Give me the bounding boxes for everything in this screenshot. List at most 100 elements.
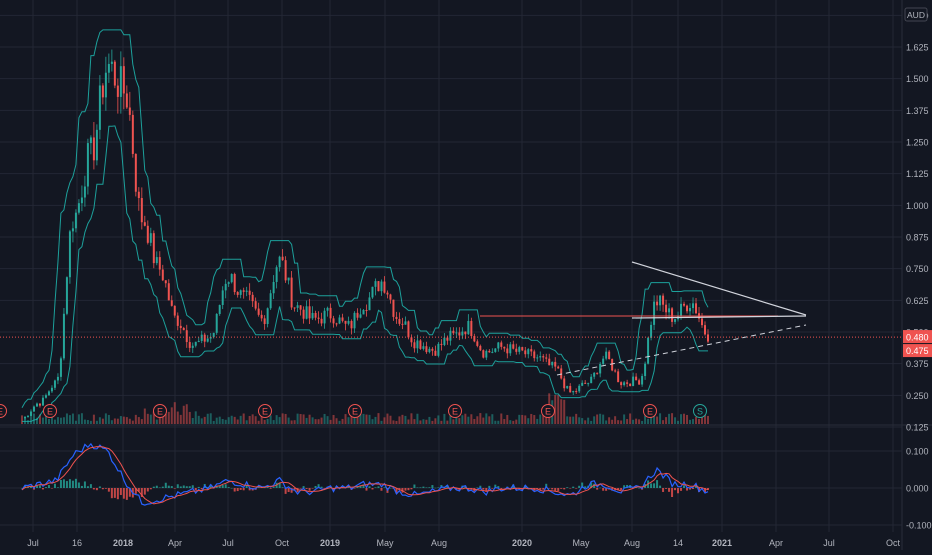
volume-bar [32, 413, 35, 424]
candle-body [374, 281, 377, 287]
histogram-bar [398, 488, 401, 490]
volume-bar [242, 413, 245, 424]
histogram-bar [191, 485, 194, 488]
candle-body [344, 320, 347, 324]
volume-bar [617, 420, 620, 424]
histogram-bar [686, 488, 689, 491]
volume-bar [38, 414, 41, 424]
candle-body [686, 305, 689, 312]
volume-bar [596, 414, 599, 424]
volume-bar [416, 413, 419, 424]
candle-body [269, 293, 272, 309]
event-markers: EEEEEEEES [0, 404, 707, 418]
candle-body [707, 334, 709, 342]
volume-bar [641, 420, 644, 424]
volume-bar [461, 415, 464, 424]
volume-bar [170, 407, 173, 424]
candle-body [311, 312, 314, 319]
histogram-bar [101, 488, 104, 490]
volume-bar [155, 419, 158, 424]
volume-bar [644, 415, 647, 424]
volume-bar [665, 417, 668, 424]
candle-body [464, 331, 467, 335]
candle-body [200, 334, 203, 341]
histogram-bar [245, 484, 248, 488]
histogram-bar [239, 488, 242, 490]
histogram-bar [77, 482, 80, 488]
candle-body [293, 307, 296, 309]
drawings[interactable] [0, 261, 902, 376]
candle-body [455, 332, 458, 334]
volume-bar [557, 395, 560, 424]
candle-body [284, 260, 287, 281]
volume-bar [218, 416, 221, 424]
volume-bar [563, 399, 566, 424]
candle-body [557, 366, 560, 369]
volume-bar [23, 416, 26, 424]
volume-bar [401, 414, 404, 424]
volume-bar [29, 414, 32, 424]
volume-bar [536, 418, 539, 424]
histogram-bar [599, 487, 602, 489]
histogram-bar [662, 488, 665, 492]
histogram-bar [353, 488, 356, 489]
histogram-bar [431, 485, 434, 488]
histogram-bar [179, 486, 182, 488]
volume-bar [89, 420, 92, 424]
candle-body [665, 304, 668, 313]
volume-bar [383, 417, 386, 424]
volume-bar [485, 413, 488, 424]
volume-bar [554, 395, 557, 424]
candle-body [401, 323, 404, 325]
candle-body [668, 308, 671, 313]
candle-body [152, 233, 155, 264]
histogram-bar [293, 488, 296, 491]
candle-body [74, 212, 77, 229]
candle-body [155, 257, 158, 264]
candle-body [674, 319, 677, 322]
volume-bar [86, 420, 89, 424]
histogram-bar [29, 486, 32, 488]
candle-body [347, 320, 350, 324]
time-tick-label: Oct [275, 538, 290, 548]
volume-bar [680, 414, 683, 424]
candle-body [497, 342, 500, 349]
split-marker [693, 404, 707, 418]
candle-body [695, 303, 698, 314]
histogram-bar [371, 488, 374, 490]
histogram-bar [128, 488, 131, 497]
histogram-bar [332, 488, 335, 491]
earnings-marker [153, 404, 167, 418]
volume-bar [296, 413, 299, 424]
candle-body [506, 348, 509, 354]
candle-body [380, 281, 383, 292]
volume-bar [302, 414, 305, 424]
histogram-bar [281, 487, 284, 488]
histogram-bar [347, 486, 350, 488]
histogram-bar [242, 488, 245, 491]
lower-band-line [22, 125, 708, 422]
earnings-marker [643, 404, 657, 418]
candle-body [239, 290, 242, 295]
histogram-bar [167, 485, 170, 488]
candle-body [413, 342, 416, 349]
histogram-bar [56, 487, 59, 488]
candle-body [425, 346, 428, 353]
candle-body [494, 348, 497, 352]
histogram-bar [170, 486, 173, 488]
candle-body [251, 294, 254, 302]
histogram-bar [479, 485, 482, 488]
candle-body [581, 382, 584, 386]
volume-bar [407, 419, 410, 424]
candle-body [377, 281, 380, 292]
candle-body [521, 347, 524, 351]
histogram-bar [494, 484, 497, 488]
price-tick-label: 0.250 [906, 391, 929, 401]
volume-bar [662, 420, 665, 424]
candle-body [290, 277, 293, 308]
volume-bar [542, 415, 545, 424]
candle-body [95, 129, 98, 161]
candle-body [326, 307, 329, 311]
